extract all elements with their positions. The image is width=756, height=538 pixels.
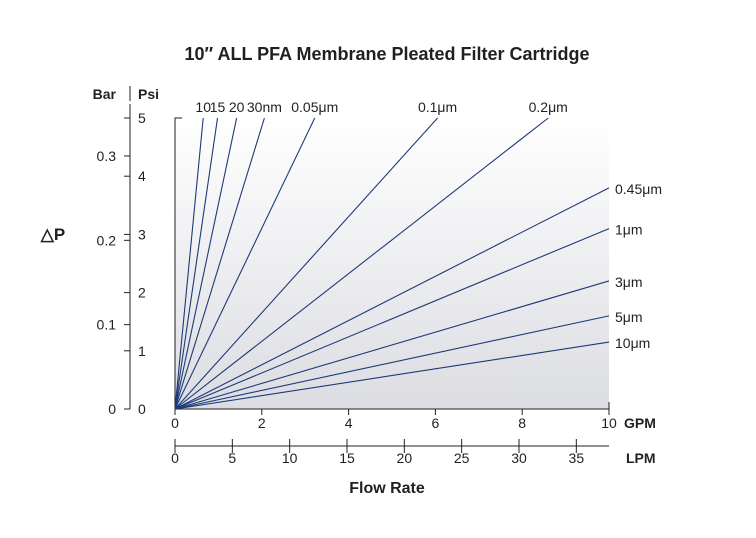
psi-tick-label: 5 (138, 110, 146, 126)
series-label: 0.45μm (615, 181, 662, 197)
series-line (174, 117, 219, 410)
psi-tick-label: 1 (138, 343, 146, 359)
gpm-ticks: 0 2 4 6 8 10 (171, 409, 617, 431)
lpm-tick-label: 30 (511, 450, 527, 466)
series-label: 15 (210, 99, 226, 115)
gpm-tick-label: 2 (258, 415, 266, 431)
y-axis-group: Bar Psi △P 0 1 2 3 4 5 0 0.1 0.2 0.3 (40, 86, 159, 417)
lpm-tick-label: 25 (454, 450, 470, 466)
series-line (174, 315, 610, 410)
series-label: 0.05μm (291, 99, 338, 115)
series-label: 0.2μm (529, 99, 568, 115)
series-layer (174, 117, 610, 410)
bar-tick-label: 0.2 (97, 232, 117, 248)
bar-tick-label: 0.3 (97, 148, 117, 164)
gpm-tick-label: 6 (432, 415, 440, 431)
lpm-tick-label: 10 (282, 450, 298, 466)
y-axis-label: △P (40, 225, 65, 244)
x-axis-group: GPM LPM Flow Rate 0 2 4 6 8 10 0 5 10 15 20 25 30 35 (171, 409, 656, 497)
series-line (174, 117, 238, 410)
plot-background (175, 118, 609, 409)
lpm-tick-label: 0 (171, 450, 179, 466)
psi-axis-unit: Psi (138, 86, 159, 102)
psi-tick-label: 0 (138, 401, 146, 417)
series-label: 3μm (615, 274, 643, 290)
series-label: 0.1μm (418, 99, 457, 115)
series-label: 20 (229, 99, 245, 115)
series-line (174, 117, 204, 410)
gpm-tick-label: 10 (601, 415, 617, 431)
series-line (174, 117, 265, 410)
series-line (174, 280, 610, 410)
series-label: 1μm (615, 222, 643, 238)
plot-area (174, 117, 610, 410)
series-label: 10μm (615, 335, 650, 351)
series-line (174, 228, 610, 410)
psi-tick-label: 2 (138, 285, 146, 301)
series-label: 10 (195, 99, 211, 115)
psi-tick-label: 3 (138, 226, 146, 242)
bar-axis-unit: Bar (93, 86, 117, 102)
lpm-tick-label: 15 (339, 450, 355, 466)
lpm-tick-label: 20 (397, 450, 413, 466)
chart-title: 10″ ALL PFA Membrane Pleated Filter Cart… (184, 44, 589, 64)
series-label: 30nm (247, 99, 282, 115)
lpm-tick-label: 35 (569, 450, 585, 466)
lpm-axis-unit: LPM (626, 450, 656, 466)
lpm-ticks: 0 5 10 15 20 25 30 35 (171, 439, 584, 466)
gpm-tick-label: 0 (171, 415, 179, 431)
gpm-tick-label: 4 (345, 415, 353, 431)
bar-tick-label: 0.1 (97, 317, 117, 333)
series-line (174, 117, 438, 410)
bar-tick-label: 0 (108, 401, 116, 417)
gpm-axis-unit: GPM (624, 415, 656, 431)
gpm-tick-label: 8 (518, 415, 526, 431)
series-line (174, 117, 549, 410)
psi-ticks: 0 1 2 3 4 5 (124, 110, 146, 417)
series-label: 5μm (615, 309, 643, 325)
bar-ticks: 0 0.1 0.2 0.3 (97, 148, 130, 417)
series-line (174, 117, 316, 410)
series-line (174, 187, 610, 410)
psi-tick-label: 4 (138, 168, 146, 184)
series-line (174, 341, 610, 410)
x-axis-label: Flow Rate (349, 480, 425, 497)
lpm-tick-label: 5 (228, 450, 236, 466)
